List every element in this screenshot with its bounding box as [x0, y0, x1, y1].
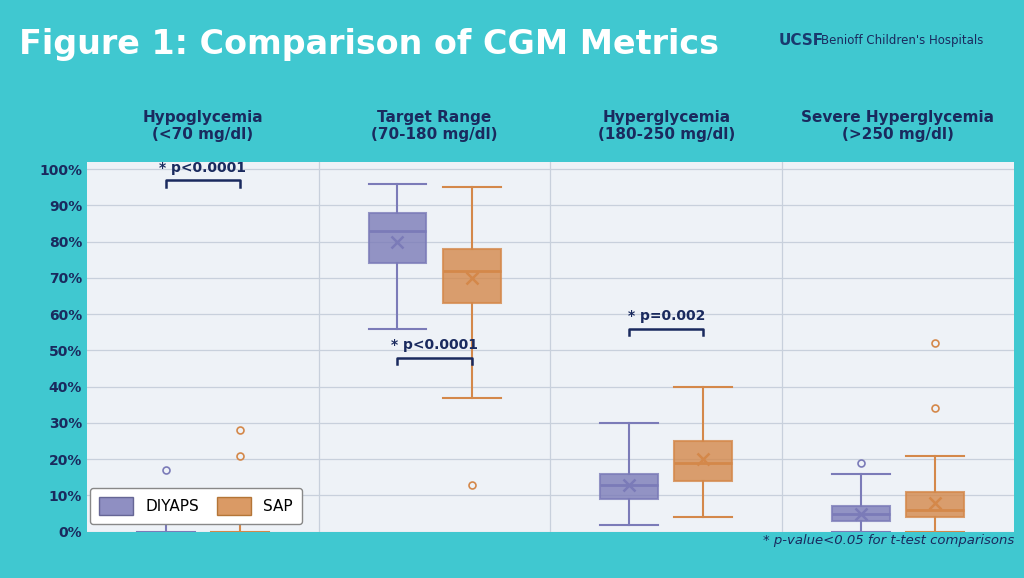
Bar: [600, 474, 658, 499]
Text: * p-value<0.05 for t-test comparisons: * p-value<0.05 for t-test comparisons: [763, 533, 1014, 547]
Text: UCSF: UCSF: [779, 33, 824, 48]
Bar: [369, 213, 426, 264]
Text: * p<0.0001: * p<0.0001: [391, 338, 478, 352]
Text: Figure 1: Comparison of CGM Metrics: Figure 1: Comparison of CGM Metrics: [18, 28, 719, 61]
Text: * p<0.0001: * p<0.0001: [160, 161, 247, 175]
Bar: [675, 441, 732, 481]
Text: Target Range
(70-180 mg/dl): Target Range (70-180 mg/dl): [372, 109, 498, 142]
Bar: [442, 249, 501, 303]
Text: Hyperglycemia
(180-250 mg/dl): Hyperglycemia (180-250 mg/dl): [598, 109, 735, 142]
Legend: DIYAPS, SAP: DIYAPS, SAP: [90, 488, 302, 524]
Bar: [211, 506, 269, 521]
Bar: [831, 506, 890, 521]
Text: Hypoglycemia
(<70 mg/dl): Hypoglycemia (<70 mg/dl): [142, 109, 263, 142]
Text: Severe Hyperglycemia
(>250 mg/dl): Severe Hyperglycemia (>250 mg/dl): [802, 109, 994, 142]
Bar: [906, 492, 964, 517]
Text: * p=0.002: * p=0.002: [628, 309, 705, 323]
Text: Benioff Children's Hospitals: Benioff Children's Hospitals: [820, 34, 983, 47]
Bar: [137, 510, 195, 523]
